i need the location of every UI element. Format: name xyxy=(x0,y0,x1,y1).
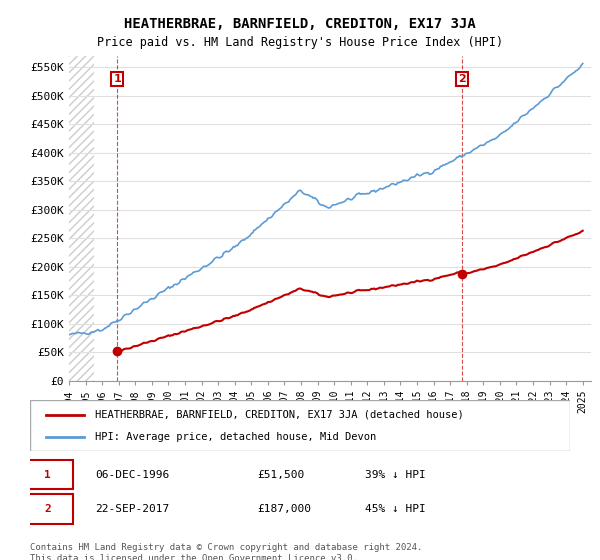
Text: HEATHERBRAE, BARNFIELD, CREDITON, EX17 3JA (detached house): HEATHERBRAE, BARNFIELD, CREDITON, EX17 3… xyxy=(95,409,464,419)
Text: 1: 1 xyxy=(113,74,121,84)
Text: 06-DEC-1996: 06-DEC-1996 xyxy=(95,470,169,479)
Text: HPI: Average price, detached house, Mid Devon: HPI: Average price, detached house, Mid … xyxy=(95,432,376,442)
Text: £51,500: £51,500 xyxy=(257,470,304,479)
FancyBboxPatch shape xyxy=(30,400,570,451)
Text: 39% ↓ HPI: 39% ↓ HPI xyxy=(365,470,425,479)
Text: 22-SEP-2017: 22-SEP-2017 xyxy=(95,504,169,514)
FancyBboxPatch shape xyxy=(22,460,73,489)
Text: HEATHERBRAE, BARNFIELD, CREDITON, EX17 3JA: HEATHERBRAE, BARNFIELD, CREDITON, EX17 3… xyxy=(124,17,476,31)
Text: £187,000: £187,000 xyxy=(257,504,311,514)
Text: Price paid vs. HM Land Registry's House Price Index (HPI): Price paid vs. HM Land Registry's House … xyxy=(97,36,503,49)
Text: 2: 2 xyxy=(44,504,50,514)
Text: 2: 2 xyxy=(458,74,466,84)
Text: 45% ↓ HPI: 45% ↓ HPI xyxy=(365,504,425,514)
Text: Contains HM Land Registry data © Crown copyright and database right 2024.
This d: Contains HM Land Registry data © Crown c… xyxy=(30,543,422,560)
FancyBboxPatch shape xyxy=(22,494,73,524)
Text: 1: 1 xyxy=(44,470,50,479)
